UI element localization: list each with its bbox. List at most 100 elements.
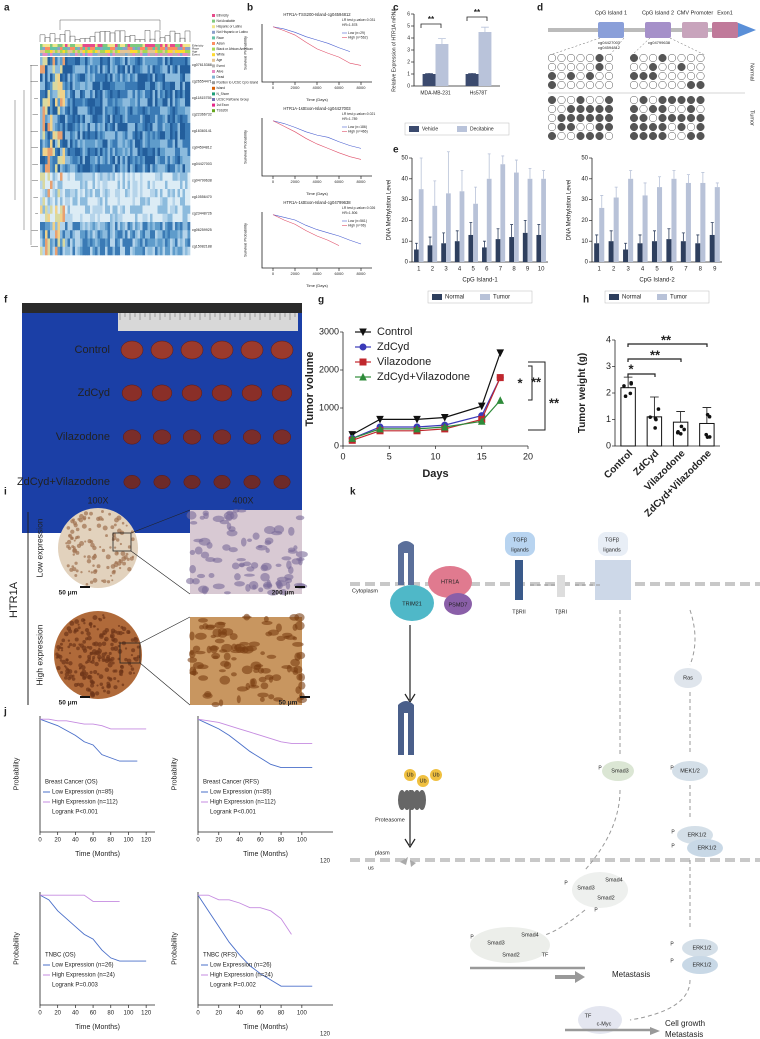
error-bar	[442, 232, 446, 244]
legend-label: Ethnicity	[217, 13, 229, 17]
cpg-dot	[658, 122, 667, 132]
heatmap-cell	[117, 230, 121, 239]
error-bar	[425, 73, 433, 74]
heatmap-cell	[70, 123, 73, 132]
heatmap-cell	[157, 81, 161, 91]
annotation-track	[165, 47, 168, 50]
heatmap-cell	[117, 213, 121, 223]
heatmap-cell	[92, 164, 96, 173]
annotation-track	[82, 50, 86, 53]
heatmap-cell	[162, 180, 166, 190]
heatmap-cell	[120, 73, 123, 83]
stain	[250, 661, 262, 670]
heatmap-cell	[110, 156, 113, 165]
heatmap-cell	[135, 246, 138, 256]
heatmap-cell	[77, 123, 81, 132]
stain	[279, 589, 287, 596]
heatmap-cell	[77, 106, 81, 116]
heatmap-cell	[92, 65, 96, 74]
heatmap-cell	[137, 73, 141, 83]
annotation-track	[70, 53, 73, 56]
heatmap-cell	[80, 131, 83, 140]
heatmap-cell	[142, 73, 146, 83]
annotation-track	[90, 53, 93, 56]
annotation-track	[117, 44, 121, 47]
heatmap-cell	[127, 123, 131, 132]
heatmap-cell	[127, 147, 131, 157]
heatmap-cell	[155, 197, 158, 206]
heatmap-cell	[62, 73, 66, 83]
stain	[89, 511, 93, 516]
heatmap-cell	[157, 90, 161, 99]
annotation-track	[132, 53, 136, 56]
heatmap-cell	[175, 213, 178, 223]
zoom-line	[130, 509, 191, 706]
heatmap-cell	[150, 81, 153, 91]
annotation-track	[147, 50, 151, 53]
heatmap-cell	[182, 164, 186, 173]
heatmap-cell	[140, 197, 143, 206]
stain	[59, 646, 62, 650]
line	[40, 894, 120, 902]
annotation-track	[157, 50, 161, 53]
error-bar	[710, 222, 714, 235]
annotation-track	[40, 53, 43, 56]
heatmap-cell	[95, 172, 98, 182]
heatmap-cell	[50, 147, 53, 157]
heatmap-cell	[145, 131, 148, 140]
cpg-dot	[677, 80, 686, 90]
heatmap-cell	[127, 246, 131, 256]
ruler	[118, 313, 298, 331]
heatmap-cell	[150, 172, 153, 182]
heatmap-cell	[172, 90, 176, 99]
annotation-track	[127, 44, 131, 47]
legend-label: Vilazodone	[377, 356, 431, 368]
heatmap-cell	[65, 98, 68, 107]
annotation-track	[57, 53, 61, 56]
cpg-dot	[686, 131, 696, 141]
annotation-track	[147, 53, 151, 56]
heatmap-cell	[72, 90, 76, 99]
heatmap-cell	[175, 139, 178, 149]
heatmap-cell	[130, 114, 133, 124]
heatmap-cell	[140, 98, 143, 107]
dot	[629, 380, 633, 385]
heatmap-cell	[45, 230, 48, 239]
heatmap-cell	[177, 114, 181, 124]
bar	[620, 387, 636, 447]
stain	[86, 659, 90, 663]
legend-label: Tumor	[493, 295, 510, 301]
cpg-dot	[677, 122, 686, 132]
cpg-dot	[576, 62, 585, 72]
heatmap-cell	[152, 131, 156, 140]
cpg-dot	[658, 53, 667, 63]
annotation-track	[132, 44, 136, 47]
annotation: Logrank P=0.002	[210, 983, 257, 989]
diagram-label: TGFβ	[605, 537, 619, 543]
heatmap-cell	[92, 222, 96, 231]
x-tick-label: 0	[38, 838, 42, 844]
stain	[92, 564, 95, 567]
x-tick-label: 2	[612, 267, 616, 273]
heatmap-cell	[47, 197, 51, 206]
y-tick-label: 40	[581, 176, 588, 182]
heatmap-cell	[45, 90, 48, 99]
heatmap-cell	[47, 147, 51, 157]
heatmap-cell	[100, 246, 103, 256]
heatmap-cell	[77, 114, 81, 124]
heatmap-cell	[170, 189, 173, 198]
heatmap-cell	[132, 131, 136, 140]
annotation-track	[160, 44, 163, 47]
cpg-dot	[566, 53, 576, 63]
heatmap-cell	[50, 205, 53, 215]
heatmap-cell	[140, 246, 143, 256]
heatmap-cell	[185, 172, 188, 182]
heatmap-cell	[185, 65, 188, 74]
heatmap-cell	[57, 139, 61, 149]
heatmap-cell	[150, 246, 153, 256]
heatmap-cell	[137, 164, 141, 173]
annotation-track	[72, 53, 76, 56]
heatmap-cell	[157, 230, 161, 239]
zoom-box	[119, 642, 141, 664]
diagram-label: Smad4	[605, 877, 622, 883]
